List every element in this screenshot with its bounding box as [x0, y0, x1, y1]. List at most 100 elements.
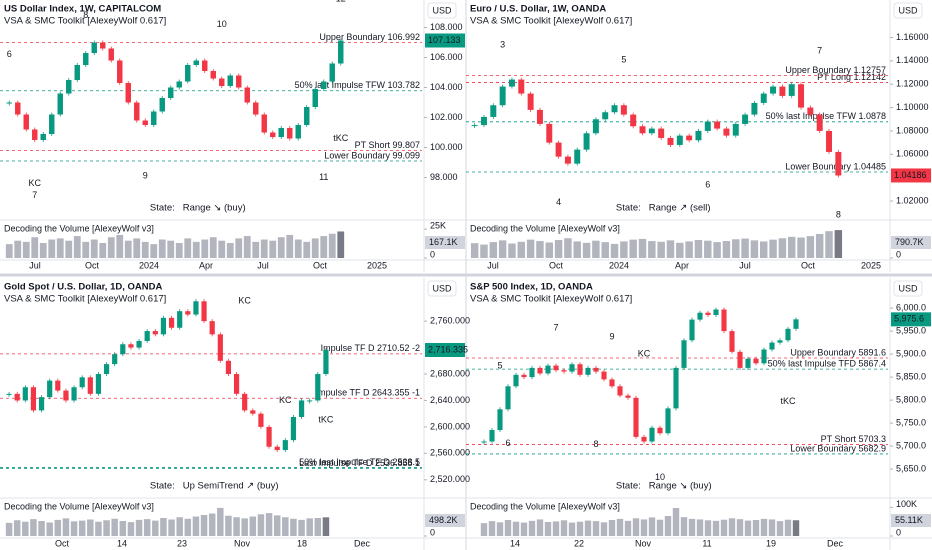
volume-bar — [14, 240, 22, 258]
volume-bar — [167, 240, 175, 258]
volume-bar — [73, 236, 81, 258]
volume-last-tag — [891, 514, 931, 527]
x-tick-label: 2024 — [139, 260, 159, 270]
volume-bar — [192, 516, 200, 536]
x-tick-label: 2025 — [367, 260, 387, 270]
volume-bar — [62, 518, 70, 536]
volume-bar — [680, 517, 688, 536]
state-label: State: — [616, 203, 641, 214]
y-tick-label: 1.14000 — [896, 55, 929, 65]
level-label: Lower Boundary 99.099 — [324, 150, 420, 160]
volume-bar — [496, 522, 504, 536]
wave-marker: 10 — [655, 472, 665, 482]
x-tick-label: 18 — [297, 538, 307, 548]
x-tick-label: 22 — [574, 538, 584, 548]
wave-marker: 3 — [500, 39, 505, 49]
volume-bar — [209, 237, 217, 258]
volume-bar — [620, 241, 628, 258]
state-value: Range ↗ (sell) — [649, 203, 711, 214]
volume-title: Decoding the Volume [AlexeyWolf v3] — [4, 501, 154, 511]
y-tick-label: 2,640.000 — [430, 395, 470, 405]
currency: USD — [898, 5, 918, 15]
level-label: 50% last Impulse TF D 2538.5 — [299, 457, 420, 467]
volume-bar — [158, 239, 166, 258]
volume-bar — [208, 513, 216, 536]
volume-bar — [582, 242, 591, 258]
symbol-title: Gold Spot / U.S. Dollar, 1D, OANDA — [4, 282, 162, 293]
volume-bar — [536, 519, 544, 536]
volume-bar — [78, 520, 86, 536]
volume-bar — [815, 234, 824, 258]
volume-bar — [90, 239, 98, 258]
volume-bar — [311, 238, 319, 258]
volume-bar — [750, 240, 759, 258]
wave-marker: 6 — [7, 49, 12, 59]
volume-bar — [265, 513, 273, 536]
volume-title: Decoding the Volume [AlexeyWolf v3] — [470, 223, 620, 233]
volume-bar — [56, 238, 64, 258]
level-label: 50% last Impulse TFW 1.0878 — [766, 111, 886, 121]
y-tick-label: 2,760.000 — [430, 316, 470, 326]
volume-bar — [152, 520, 159, 536]
volume-bar — [46, 522, 53, 536]
volume-bar — [95, 521, 102, 536]
volume-bar — [544, 522, 552, 536]
volume-bar — [760, 241, 768, 258]
volume-bar — [685, 241, 693, 258]
level-label: Upper Boundary 5891.6 — [790, 347, 886, 357]
volume-bar — [508, 243, 516, 258]
volume-bar — [696, 519, 704, 536]
volume-bar — [520, 522, 528, 536]
volume-bar — [528, 520, 536, 536]
volume-bar — [526, 239, 535, 258]
y-tick-label: 106.000 — [430, 52, 463, 62]
last-price-tag — [891, 312, 931, 327]
x-tick-label: 2025 — [861, 260, 881, 270]
volume-bar — [82, 241, 90, 258]
x-tick-label: Jul — [739, 260, 751, 270]
state-label: State: — [150, 481, 175, 492]
wave-marker: tKC — [318, 415, 334, 425]
wave-marker: 9 — [609, 331, 614, 341]
y-tick-label: 1.12000 — [896, 79, 929, 89]
volume-bar — [688, 518, 696, 536]
volume-bar — [576, 521, 584, 536]
volume-bar — [741, 238, 749, 258]
volume-bar — [135, 519, 143, 536]
volume-bar — [787, 236, 796, 258]
wave-marker: tKC — [333, 133, 349, 143]
state-value: Range ↘ (buy) — [183, 203, 246, 214]
volume-bar — [610, 243, 619, 258]
volume-last-tag — [891, 236, 931, 249]
volume-bar — [277, 237, 285, 258]
volume-bar — [31, 237, 39, 258]
volume-bar — [512, 521, 520, 536]
volume-bar — [294, 239, 302, 258]
volume-bar — [752, 520, 760, 536]
level-label: Impulse TF D 2710.52 -2 — [321, 343, 420, 353]
y-tick-label: 1.08000 — [896, 125, 929, 135]
volume-bar — [225, 515, 232, 536]
volume-bar — [314, 518, 322, 536]
volume-bar — [624, 520, 632, 536]
y-tick-label: 1.06000 — [896, 149, 929, 159]
volume-bar — [573, 241, 581, 258]
volume-bar — [226, 243, 234, 258]
y-tick-label: 98.000 — [430, 172, 458, 182]
volume-last: 167.1K — [429, 237, 458, 247]
volume-bar — [601, 242, 609, 258]
volume-bar — [545, 242, 553, 258]
volume-bar — [489, 242, 498, 258]
volume-bar — [656, 519, 664, 536]
volume-bar — [127, 522, 135, 536]
level-label: Lower Boundary 5682.9 — [790, 443, 886, 453]
volume-bar — [243, 236, 251, 258]
y-tick-label: 2,600.000 — [430, 421, 470, 431]
wave-marker: KC — [279, 395, 292, 405]
level-label: PT Short 5703.3 — [821, 434, 886, 444]
wave-marker: KC — [638, 348, 651, 358]
volume-bar — [38, 521, 45, 536]
wave-marker: 5 — [497, 360, 502, 370]
volume-bar — [337, 231, 345, 258]
